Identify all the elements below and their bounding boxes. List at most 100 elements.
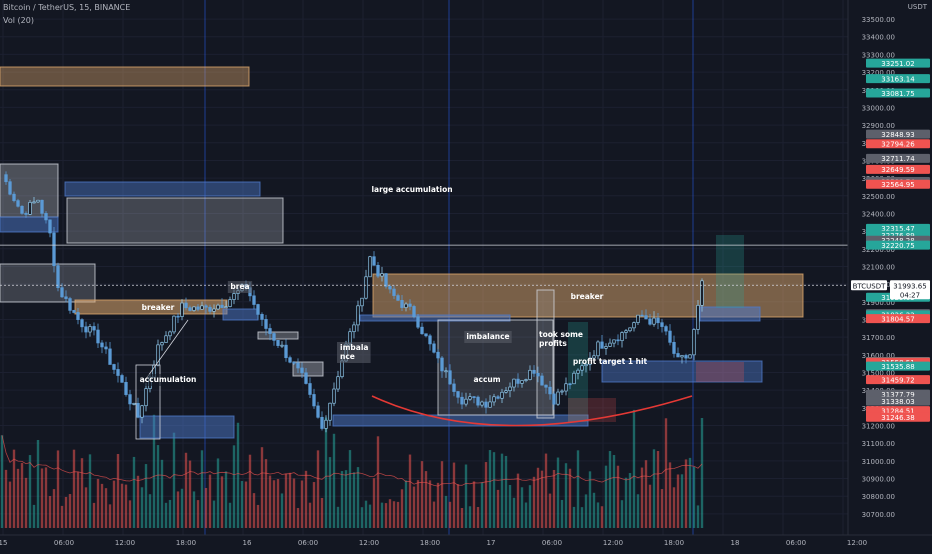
volume-bar [100, 483, 104, 528]
volume-bar [512, 497, 516, 528]
volume-bar [296, 507, 300, 528]
volume-bar [256, 504, 260, 528]
price-tag-label: 32794.26 [881, 141, 915, 149]
candle-body [624, 330, 628, 333]
price-tag-label: 31338.03 [881, 398, 914, 406]
session-lines [204, 0, 694, 535]
volume-bar [688, 457, 692, 528]
label-imbalance-left-bg [337, 342, 371, 363]
candle-body [660, 322, 664, 327]
candle-body [568, 383, 572, 386]
label-breaker-left: breaker [142, 303, 175, 312]
candle-body [76, 312, 80, 320]
candle-body [444, 370, 448, 373]
large-accumulation-box [66, 197, 284, 244]
candle-body [180, 302, 184, 318]
price-tag-label: 32848.93 [881, 131, 914, 139]
volume-bar [596, 502, 600, 528]
volume-bar [336, 506, 340, 528]
volume-bar [80, 458, 84, 528]
candle-body [164, 335, 168, 343]
volume-bar [624, 477, 628, 528]
candle-body [144, 388, 148, 407]
volume-indicator-label[interactable]: Vol (20) [3, 16, 34, 25]
volume-bar [16, 468, 20, 528]
volume-bar [424, 471, 428, 528]
price-tag-label: 31246.38 [881, 414, 914, 422]
candle-body [264, 319, 268, 329]
candle-body [112, 364, 116, 370]
candle-body [328, 402, 332, 421]
price-tag-label: 31535.88 [881, 363, 914, 371]
volume-bar [272, 480, 276, 528]
volume-bar [292, 478, 296, 528]
volume-bar [220, 476, 224, 528]
blue-zone-upper [64, 181, 261, 197]
candle-body [628, 327, 632, 332]
candle-body [520, 380, 524, 384]
candle-body [208, 306, 212, 312]
candle-body [52, 232, 56, 267]
symbol-tag-bg [851, 280, 887, 291]
volume-bar [328, 457, 332, 528]
candle-body [512, 378, 516, 388]
candle-body [612, 339, 616, 344]
volume-bar [564, 463, 568, 528]
volume-bar [632, 409, 636, 528]
price-tag-label: 32220.75 [881, 242, 914, 250]
candle-body [324, 419, 328, 429]
price-tick-label: 30700.00 [862, 511, 895, 519]
candle-body [488, 401, 492, 408]
volume-bar [156, 445, 160, 528]
price-tag-label: 33163.14 [881, 75, 915, 83]
candle-body [24, 213, 28, 215]
volume-bar [668, 462, 672, 528]
candle-body [656, 317, 660, 324]
volume-bar [628, 473, 632, 528]
candle-body [380, 273, 384, 277]
volume-bar [132, 456, 136, 528]
volume-bar [600, 506, 604, 528]
current-price-label: 31993.65 [893, 282, 926, 290]
candle-body [220, 304, 224, 308]
volume-bar [436, 482, 440, 528]
candle-body [360, 297, 364, 307]
candle-body [288, 357, 292, 363]
candle-body [256, 304, 260, 315]
time-tick-label: 16 [243, 539, 252, 547]
time-tick-label: 18:00 [176, 539, 196, 547]
white-zone-left [0, 263, 96, 303]
candle-body [72, 310, 76, 313]
candle-body [276, 340, 280, 346]
candle-body [120, 375, 124, 383]
symbol-title[interactable]: Bitcoin / TetherUS, 15, BINANCE [3, 3, 131, 12]
price-tag-bg [866, 375, 930, 385]
volume-bar [432, 501, 436, 528]
price-tick-label: 31600.00 [862, 352, 895, 360]
time-axis[interactable]: 15 06:00 12:00 18:00 16 06:00 12:00 18:00 17 06:0… [0, 534, 932, 547]
volume-bar [24, 477, 28, 528]
volume-bar [592, 492, 596, 528]
price-axis[interactable]: 33500.0033400.0033300.0033200.0033100.00… [847, 0, 932, 550]
volume-bar [536, 467, 540, 528]
candle-body [560, 390, 564, 393]
volume-bar [392, 501, 396, 528]
volume-bar [348, 450, 352, 528]
volume-bar [496, 489, 500, 528]
price-tick-label: 31700.00 [862, 334, 895, 342]
candle-body [372, 256, 376, 266]
annotation-labels: large accumulation breaker brea breaker accu… [137, 185, 648, 386]
candle-body [532, 369, 536, 374]
rounded-bottom-curve [371, 395, 693, 427]
volume-bar [484, 462, 488, 528]
volume-bar [540, 470, 544, 528]
candle-body [60, 287, 64, 298]
price-tag-label: 32649.59 [881, 166, 914, 174]
candle-body [596, 341, 600, 357]
long-position-stop [568, 398, 616, 422]
volume-bar [124, 484, 128, 528]
current-price-tag-bg [890, 280, 930, 300]
volume-bar [116, 453, 120, 528]
label-accum: accum [473, 375, 500, 384]
